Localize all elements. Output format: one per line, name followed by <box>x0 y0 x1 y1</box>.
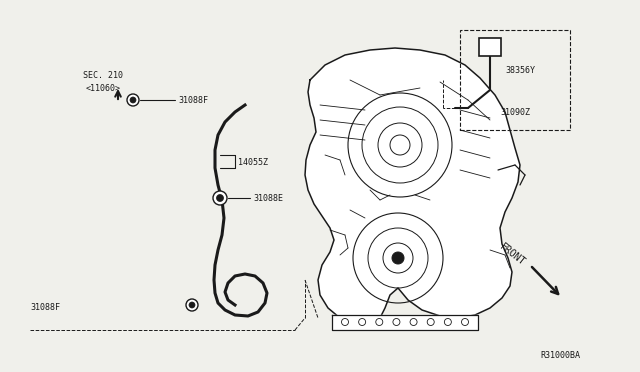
Text: R31000BA: R31000BA <box>540 350 580 359</box>
Polygon shape <box>305 48 520 322</box>
Circle shape <box>130 97 136 103</box>
Circle shape <box>189 302 195 308</box>
Polygon shape <box>332 315 478 330</box>
Circle shape <box>216 195 223 202</box>
Circle shape <box>127 94 139 106</box>
Circle shape <box>392 252 404 264</box>
Text: 31090Z: 31090Z <box>500 108 530 116</box>
Text: <11060>: <11060> <box>86 83 121 93</box>
Bar <box>460 30 570 130</box>
Circle shape <box>186 299 198 311</box>
Text: FRONT: FRONT <box>498 242 527 268</box>
Circle shape <box>213 191 227 205</box>
Bar <box>479 38 501 56</box>
Text: 31088F: 31088F <box>178 96 208 105</box>
Text: 14055Z: 14055Z <box>238 157 268 167</box>
Text: 31088E: 31088E <box>253 193 283 202</box>
Text: 38356Y: 38356Y <box>505 65 535 74</box>
Text: SEC. 210: SEC. 210 <box>83 71 123 80</box>
Text: 31088F: 31088F <box>30 304 60 312</box>
